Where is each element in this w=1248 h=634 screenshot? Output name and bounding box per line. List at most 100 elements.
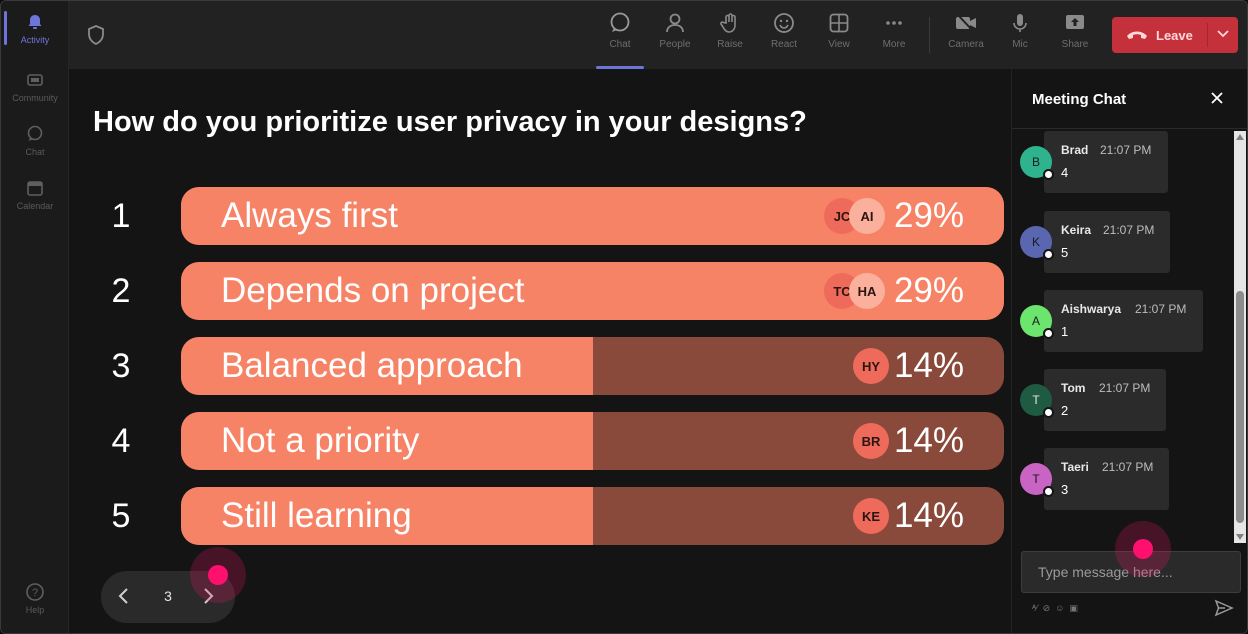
rail-item-calendar[interactable]: Calendar [1,167,69,219]
scroll-up-arrow-icon[interactable] [1236,134,1244,140]
poll-option[interactable]: 1 Always first JC AI 29% [69,187,1011,245]
community-icon [24,69,46,91]
rail-item-chat[interactable]: Chat [1,113,69,165]
poll-option[interactable]: 2 Depends on project TC HA 29% [69,262,1011,320]
chat-scrollbar[interactable] [1234,131,1246,543]
rail-label: Chat [25,147,45,157]
poll-option[interactable]: 5 Still learning KE 14% [69,487,1011,545]
message-text: 4 [1061,165,1069,180]
option-bar[interactable]: Depends on project TC HA 29% [181,262,1004,320]
mic-button[interactable]: Mic [994,11,1046,63]
message-text: 2 [1061,403,1069,418]
voter-avatar: AI [849,198,885,234]
camera-button[interactable]: Camera [940,11,992,63]
avatar-initial: T [1032,472,1040,486]
share-button[interactable]: Share [1049,11,1101,63]
chevron-right-icon[interactable] [201,587,215,610]
mic-label: Mic [1012,39,1028,50]
react-button[interactable]: React [758,11,810,63]
raise-label: Raise [717,39,743,50]
chevron-down-icon[interactable] [1216,27,1230,44]
option-bar[interactable]: Balanced approach HY 14% [181,337,1004,395]
message-list[interactable]: Brad 21:07 PM 4 B Keira 21:07 PM 5 K [1012,129,1234,543]
message-bubble: Brad 21:07 PM 4 [1044,131,1168,193]
option-number: 3 [111,347,131,385]
avatar-initial: B [1031,155,1040,169]
option-percent: 14% [893,346,964,385]
option-label: Depends on project [221,271,525,310]
option-label: Not a priority [221,421,420,460]
more-button[interactable]: More [868,11,920,63]
attach-icon[interactable]: ⊘ [1042,603,1051,613]
option-label: Still learning [221,496,412,535]
send-icon[interactable] [1214,599,1234,622]
chat-title: Meeting Chat [1032,91,1127,108]
avatar: T [1020,384,1054,418]
message-text: 3 [1061,482,1069,497]
option-percent: 14% [893,496,964,535]
message-input[interactable] [1021,551,1241,593]
option-bar[interactable]: Still learning KE 14% [181,487,1004,545]
avatar: B [1020,146,1054,180]
chat-icon [608,11,632,35]
chevron-left-icon[interactable] [117,587,131,610]
camera-off-icon [954,11,978,35]
view-button[interactable]: View [813,11,865,63]
message-bubble: Aishwarya 21:07 PM 1 [1044,290,1203,352]
option-number: 4 [111,422,131,460]
chat-icon [24,123,46,145]
option-fill [181,337,593,395]
leave-label: Leave [1156,27,1193,43]
option-label: Balanced approach [221,346,523,385]
raise-hand-button[interactable]: Raise [704,11,756,63]
rail-label: Community [12,93,58,103]
option-percent: 29% [893,196,964,235]
rail-item-community[interactable]: Community [1,59,69,111]
sender-name: Aishwarya [1061,302,1122,316]
view-label: View [828,39,850,50]
toolbar-divider [929,17,930,53]
people-button[interactable]: People [649,11,701,63]
option-bar[interactable]: Always first JC AI 29% [181,187,1004,245]
people-label: People [659,39,691,50]
message-time: 21:07 PM [1135,302,1187,316]
poll-option[interactable]: 3 Balanced approach HY 14% [69,337,1011,395]
more-icon [882,11,906,35]
chat-label: Chat [609,39,631,50]
status-dot [1043,169,1054,180]
rail-item-help[interactable]: ? Help [1,571,69,623]
status-dot [1043,249,1054,260]
avatar: K [1020,226,1054,260]
gif-icon[interactable]: ▣ [1069,603,1078,613]
click-marker [1115,521,1171,577]
leave-button[interactable]: Leave [1112,17,1238,53]
option-number: 2 [111,272,131,310]
message-text: 5 [1061,245,1069,260]
format-toolbar: ᴬ⁄ ⊘ ☺ ▣ [1032,603,1078,614]
sender-name: Brad [1061,143,1089,157]
scroll-down-arrow-icon[interactable] [1236,534,1244,540]
emoji-icon[interactable]: ☺ [1055,603,1065,613]
rail-item-activity[interactable]: Activity [1,1,69,53]
message-time: 21:07 PM [1099,381,1151,395]
avatar-initial: K [1031,235,1040,249]
rail-label: Activity [20,35,50,45]
poll-option[interactable]: 4 Not a priority BR 14% [69,412,1011,470]
voter-avatar: HA [849,273,885,309]
format-icon[interactable]: ᴬ⁄ [1032,603,1038,613]
option-bar[interactable]: Not a priority BR 14% [181,412,1004,470]
chat-button[interactable]: Chat [594,11,646,69]
close-icon[interactable] [1210,91,1224,110]
option-number: 5 [111,497,131,535]
bell-icon [24,11,46,33]
react-label: React [770,39,798,50]
grid-icon [827,11,851,35]
avatar: T [1020,463,1054,497]
message-bubble: Taeri 21:07 PM 3 [1044,448,1169,510]
poll-question: How do you prioritize user privacy in yo… [93,106,807,138]
avatar-initial: T [1032,393,1040,407]
voter-avatar: KE [853,498,889,534]
meeting-chat-panel: Meeting Chat Brad 21:07 PM 4 B Keira [1011,69,1247,633]
scroll-thumb[interactable] [1236,291,1244,523]
